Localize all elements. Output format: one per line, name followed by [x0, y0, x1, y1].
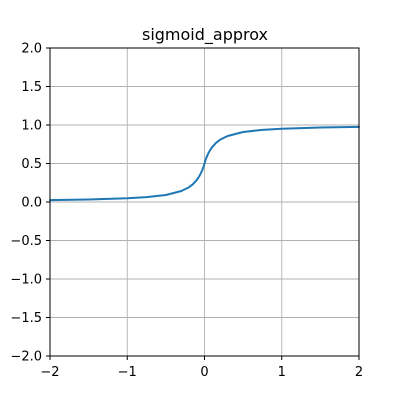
- grid-lines: [49, 47, 360, 357]
- x-tick-label: 0: [200, 365, 208, 380]
- sigmoid-series-line: [49, 125, 360, 202]
- y-tick-label: 0.5: [21, 157, 42, 172]
- y-tick-label: −1.0: [10, 273, 42, 288]
- x-tick-label: 1: [278, 365, 286, 380]
- y-tick-label: −1.5: [10, 311, 42, 326]
- y-axis-ticks: −2.0 −1.5 −1.0 −0.5 0.0 0.5 1.0 1.5 2.0: [10, 42, 50, 365]
- plot-area: [49, 125, 360, 202]
- y-tick-label: −0.5: [10, 234, 42, 249]
- x-axis-ticks: −2 −1 0 1 2: [40, 356, 363, 380]
- x-tick-label: −2: [40, 365, 59, 380]
- y-tick-label: 1.0: [21, 119, 42, 134]
- y-tick-label: −2.0: [10, 350, 42, 365]
- chart-title: sigmoid_approx: [142, 25, 268, 45]
- x-tick-label: 2: [355, 365, 363, 380]
- y-tick-label: 1.5: [21, 80, 42, 95]
- x-tick-label: −1: [118, 365, 137, 380]
- y-tick-label: 2.0: [21, 42, 42, 57]
- y-tick-label: 0.0: [21, 196, 42, 211]
